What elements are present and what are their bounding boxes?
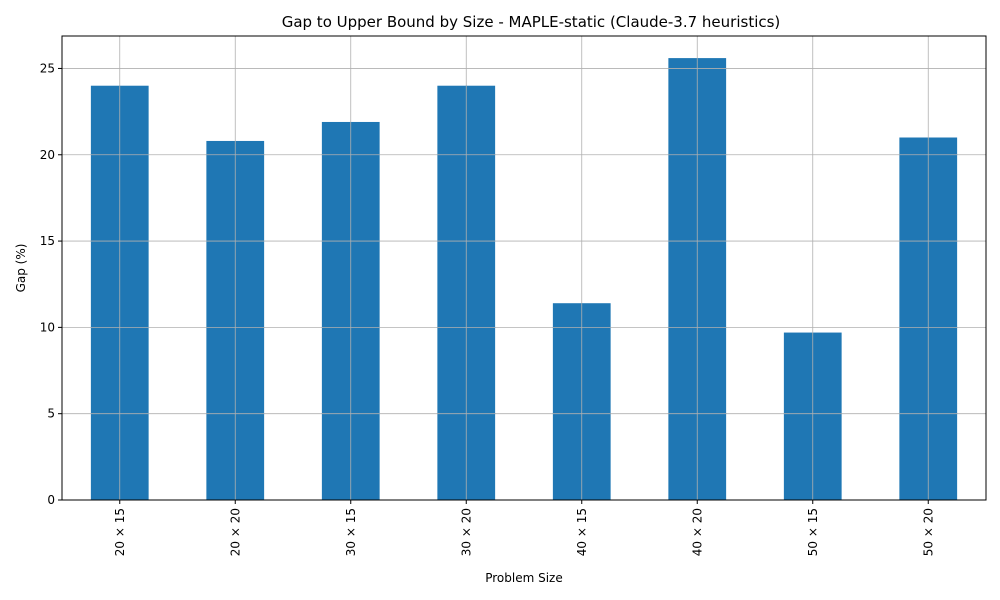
x-tick-label: 20 × 20 <box>228 508 242 556</box>
x-tick-label: 30 × 15 <box>344 508 358 556</box>
x-tick-label: 50 × 15 <box>806 508 820 556</box>
y-tick-label: 25 <box>40 61 55 75</box>
y-tick-label: 5 <box>47 407 55 421</box>
x-tick-label: 40 × 15 <box>575 508 589 556</box>
x-tick-label: 40 × 20 <box>690 508 704 556</box>
chart-title: Gap to Upper Bound by Size - MAPLE-stati… <box>282 13 781 31</box>
y-tick-label: 10 <box>40 320 55 334</box>
y-tick-label: 0 <box>47 493 55 507</box>
plot-frame <box>61 35 987 501</box>
x-tick-label: 20 × 15 <box>113 508 127 556</box>
y-axis-label: Gap (%) <box>14 244 28 293</box>
x-axis-label: Problem Size <box>485 571 563 585</box>
gridlines-over-bars <box>90 58 958 500</box>
y-tick-label: 15 <box>40 234 55 248</box>
y-gridlines <box>62 68 986 501</box>
bars <box>90 58 958 500</box>
y-tick-label: 20 <box>40 148 55 162</box>
x-tick-label: 50 × 20 <box>921 508 935 556</box>
x-tick-label: 30 × 20 <box>459 508 473 556</box>
y-axis-ticks: 0 5 10 15 20 25 <box>40 61 62 507</box>
x-axis-ticks: 20 × 15 20 × 20 30 × 15 30 × 20 40 × 15 40 × … <box>113 500 935 556</box>
